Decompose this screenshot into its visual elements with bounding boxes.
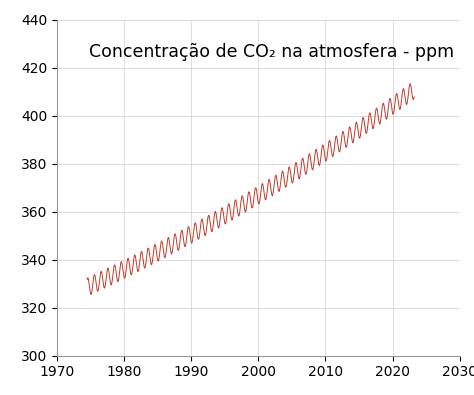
Text: Concentração de CO₂ na atmosfera - ppm: Concentração de CO₂ na atmosfera - ppm: [89, 43, 454, 61]
